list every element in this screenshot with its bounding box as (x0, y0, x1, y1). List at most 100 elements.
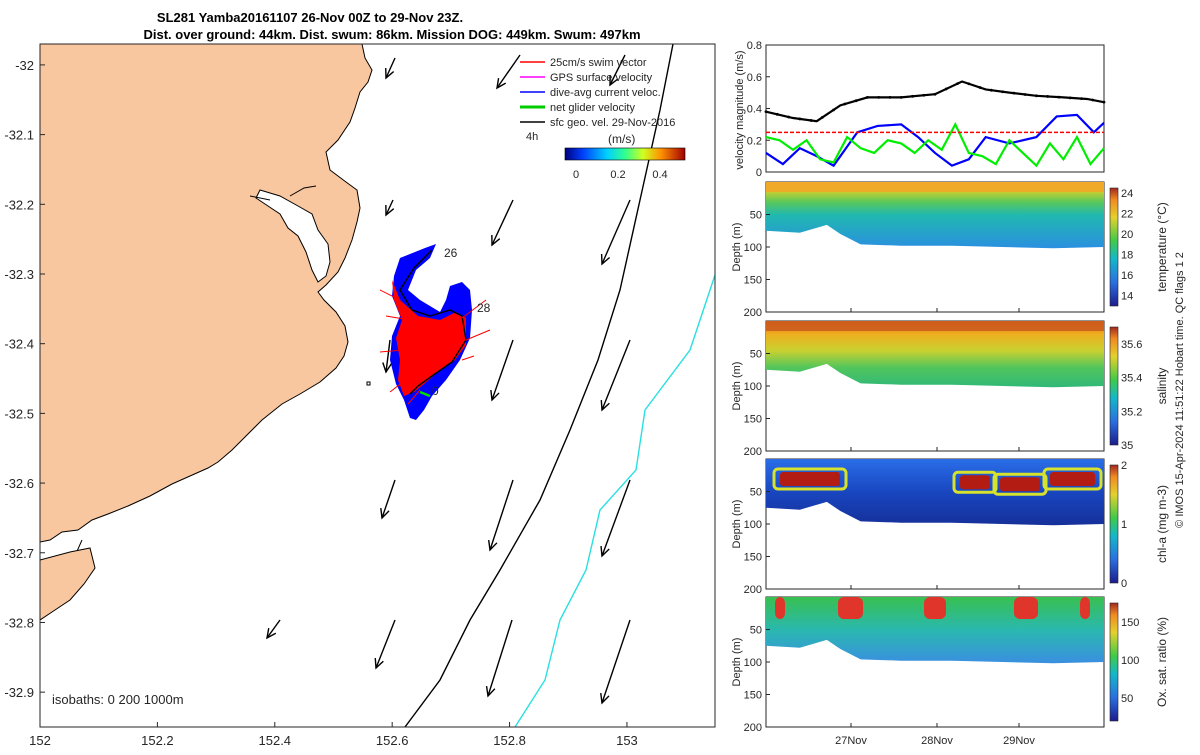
legend-net-glider: net glider velocity (550, 102, 635, 114)
depth-tick-label: 150 (744, 275, 762, 287)
depth-ylabel: Depth (m) (731, 223, 743, 272)
geo-vel-arrowhead (385, 204, 395, 217)
geo-vel-arrowhead (600, 253, 611, 266)
velocity-y-ticks: 0 0.2 0.4 0.6 0.8 (747, 40, 770, 179)
geo-vel-arrowhead (491, 234, 501, 247)
cbar-tick-label: 2 (1121, 460, 1127, 472)
date-tick-label: 28Nov (921, 735, 953, 747)
geo-vel-arrow (609, 54, 626, 86)
velocity-ytick-label: 0.4 (747, 104, 762, 116)
velocity-point (775, 112, 779, 116)
velocity-point (922, 93, 926, 97)
geo-vel-arrow (601, 479, 631, 557)
velocity-point (1023, 93, 1027, 96)
velocity-ytick-label: 0.2 (747, 135, 762, 147)
map-frame (39, 43, 716, 728)
cbar-tick-02: 0.2 (610, 169, 625, 181)
depth-tick-label: 200 (744, 446, 762, 458)
cbar-tick-0: 0 (573, 169, 579, 181)
map-xtick-label: 152.2 (141, 733, 174, 748)
surface-geostrophic-arrows (266, 54, 631, 705)
velocity-point (1046, 95, 1050, 98)
net-velocity-mark (419, 390, 431, 398)
geo-vel-arrow (266, 619, 281, 639)
velocity-point (933, 92, 937, 96)
velocity-point (820, 116, 824, 119)
chl-max-patch (780, 472, 840, 486)
geo-vel-arrow (489, 479, 514, 551)
map-ytick-label: -32.2 (4, 197, 34, 212)
depth-tick-label: 50 (750, 349, 762, 361)
cbar-tick-label: 35.6 (1121, 339, 1142, 351)
time-label: 4h (526, 131, 538, 143)
cbar-label: salinity (1155, 368, 1169, 405)
velocity-ytick-label: 0 (756, 167, 762, 179)
geo-vel-arrow (375, 619, 396, 669)
velocity-point (1091, 98, 1095, 102)
cbar-label: chl-a (mg m-3) (1155, 485, 1169, 563)
velocity-point (843, 102, 847, 106)
depth-ylabel: Depth (m) (731, 638, 743, 687)
velocity-point (787, 115, 790, 119)
cbar-tick-label: 35.4 (1121, 373, 1142, 385)
oxy-max-patch (775, 597, 785, 619)
land-mass (40, 44, 373, 543)
south-land (40, 547, 96, 621)
depth-tick-label: 100 (744, 657, 762, 669)
depth-tick-label: 200 (744, 584, 762, 596)
estuary-water (255, 189, 331, 283)
depth-tick-label: 150 (744, 414, 762, 426)
geo-vel-arrowhead (496, 78, 507, 90)
map-ytick-label: -32.4 (4, 337, 34, 352)
cbar-tick-label: 18 (1121, 250, 1133, 262)
glider-track (379, 244, 491, 420)
figure-title-line1: SL281 Yamba20161107 26-Nov 00Z to 29-Nov… (157, 10, 463, 25)
velocity-point (911, 94, 914, 98)
velocity-point (764, 110, 768, 114)
velocity-point (866, 95, 869, 99)
map-ytick-label: -32.9 (4, 685, 34, 700)
depth-ylabel: Depth (m) (731, 362, 743, 411)
colorbar-unit: (m/s) (608, 132, 635, 146)
figure-title-line2: Dist. over ground: 44km. Dist. swum: 86k… (143, 27, 640, 42)
velocity-ytick-label: 0.6 (747, 72, 762, 84)
map-ytick-label: -32.3 (4, 267, 34, 282)
velocity-point (899, 95, 903, 99)
legend-gps-velocity: GPS surface velocity (550, 72, 653, 84)
date-tick-label: 29Nov (1003, 735, 1035, 747)
velocity-point (854, 99, 858, 103)
map-xtick-label: 152 (29, 733, 51, 748)
geo-vel-arrow (381, 479, 396, 519)
day-label-0: 0 (432, 384, 439, 398)
velocity-point (1102, 100, 1106, 104)
map-x-ticks: 152 152.2 152.4 152.6 152.8 153 (29, 722, 638, 748)
geo-vel-arrow (385, 339, 391, 373)
cbar-tick-label: 0 (1121, 578, 1127, 590)
depth-tick-label: 100 (744, 381, 762, 393)
oxy-max-patch (924, 597, 946, 619)
map-xtick-label: 152.8 (493, 733, 526, 748)
chl-max-patch (1050, 472, 1095, 486)
swim-vectors (379, 289, 491, 405)
map-ytick-label: -32.1 (4, 128, 34, 143)
geo-vel-arrowhead (382, 362, 393, 374)
map-ytick-label: -32.5 (4, 406, 34, 421)
cbar-tick-label: 22 (1121, 209, 1133, 221)
geo-vel-arrow (491, 339, 514, 401)
map-legend: 25cm/s swim vector GPS surface velocity … (520, 57, 686, 181)
velocity-point (967, 82, 971, 86)
legend-sfc-geo: sfc geo. vel. 29-Nov-2016 (550, 117, 675, 129)
map-ytick-label: -32.8 (4, 615, 34, 630)
geo-vel-arrow (487, 619, 513, 697)
cbar-label: temperature (°C) (1155, 202, 1169, 292)
chl-max-patch (1000, 477, 1040, 492)
heatmap-colorbar (1109, 187, 1119, 307)
velocity-point (832, 108, 835, 112)
depth-tick-label: 150 (744, 552, 762, 564)
legend-dive-avg: dive-avg current veloc. (550, 87, 661, 99)
geo-vel-arrow (601, 339, 631, 411)
depth-tick-label: 100 (744, 242, 762, 254)
velocity-ytick-label: 0.8 (747, 40, 762, 52)
velocity-point (809, 119, 813, 122)
island (366, 381, 371, 386)
